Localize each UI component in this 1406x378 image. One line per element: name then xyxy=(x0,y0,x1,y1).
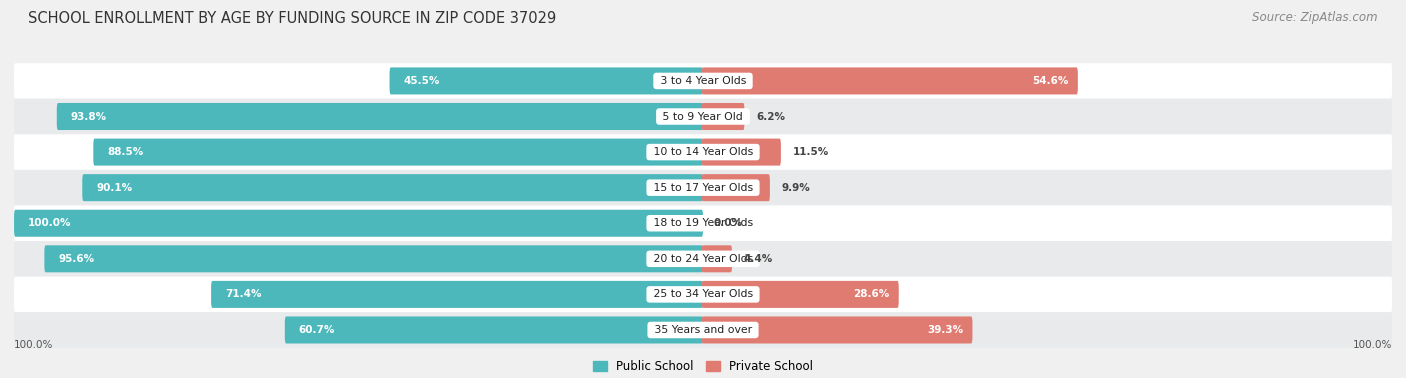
Text: 18 to 19 Year Olds: 18 to 19 Year Olds xyxy=(650,218,756,228)
FancyBboxPatch shape xyxy=(702,174,770,201)
FancyBboxPatch shape xyxy=(14,170,1392,206)
FancyBboxPatch shape xyxy=(14,241,1392,277)
Text: 100.0%: 100.0% xyxy=(14,340,53,350)
FancyBboxPatch shape xyxy=(45,245,703,272)
Text: 90.1%: 90.1% xyxy=(96,183,132,193)
Text: 25 to 34 Year Olds: 25 to 34 Year Olds xyxy=(650,290,756,299)
Text: 0.0%: 0.0% xyxy=(713,218,742,228)
Text: 93.8%: 93.8% xyxy=(70,112,107,121)
FancyBboxPatch shape xyxy=(83,174,703,201)
FancyBboxPatch shape xyxy=(14,134,1392,170)
FancyBboxPatch shape xyxy=(14,312,1392,348)
Text: 71.4%: 71.4% xyxy=(225,290,262,299)
FancyBboxPatch shape xyxy=(389,67,703,94)
Text: 88.5%: 88.5% xyxy=(107,147,143,157)
Text: 100.0%: 100.0% xyxy=(1353,340,1392,350)
Text: 4.4%: 4.4% xyxy=(744,254,773,264)
Text: 9.9%: 9.9% xyxy=(782,183,810,193)
Text: 20 to 24 Year Olds: 20 to 24 Year Olds xyxy=(650,254,756,264)
FancyBboxPatch shape xyxy=(702,281,898,308)
Legend: Public School, Private School: Public School, Private School xyxy=(588,356,818,378)
FancyBboxPatch shape xyxy=(702,245,733,272)
FancyBboxPatch shape xyxy=(14,210,703,237)
FancyBboxPatch shape xyxy=(702,316,973,344)
Text: 45.5%: 45.5% xyxy=(404,76,440,86)
Text: 10 to 14 Year Olds: 10 to 14 Year Olds xyxy=(650,147,756,157)
FancyBboxPatch shape xyxy=(211,281,703,308)
Text: 54.6%: 54.6% xyxy=(1032,76,1069,86)
FancyBboxPatch shape xyxy=(14,63,1392,99)
FancyBboxPatch shape xyxy=(702,67,1078,94)
FancyBboxPatch shape xyxy=(702,103,744,130)
Text: Source: ZipAtlas.com: Source: ZipAtlas.com xyxy=(1253,11,1378,24)
Text: SCHOOL ENROLLMENT BY AGE BY FUNDING SOURCE IN ZIP CODE 37029: SCHOOL ENROLLMENT BY AGE BY FUNDING SOUR… xyxy=(28,11,557,26)
Text: 95.6%: 95.6% xyxy=(58,254,94,264)
FancyBboxPatch shape xyxy=(14,206,1392,241)
Text: 15 to 17 Year Olds: 15 to 17 Year Olds xyxy=(650,183,756,193)
Text: 5 to 9 Year Old: 5 to 9 Year Old xyxy=(659,112,747,121)
FancyBboxPatch shape xyxy=(14,99,1392,134)
Text: 11.5%: 11.5% xyxy=(793,147,828,157)
FancyBboxPatch shape xyxy=(702,139,780,166)
FancyBboxPatch shape xyxy=(14,277,1392,312)
FancyBboxPatch shape xyxy=(285,316,703,344)
Text: 6.2%: 6.2% xyxy=(756,112,785,121)
Text: 100.0%: 100.0% xyxy=(28,218,72,228)
Text: 28.6%: 28.6% xyxy=(853,290,890,299)
FancyBboxPatch shape xyxy=(56,103,703,130)
Text: 60.7%: 60.7% xyxy=(298,325,335,335)
FancyBboxPatch shape xyxy=(93,139,703,166)
Text: 35 Years and over: 35 Years and over xyxy=(651,325,755,335)
Text: 39.3%: 39.3% xyxy=(928,325,963,335)
Text: 3 to 4 Year Olds: 3 to 4 Year Olds xyxy=(657,76,749,86)
